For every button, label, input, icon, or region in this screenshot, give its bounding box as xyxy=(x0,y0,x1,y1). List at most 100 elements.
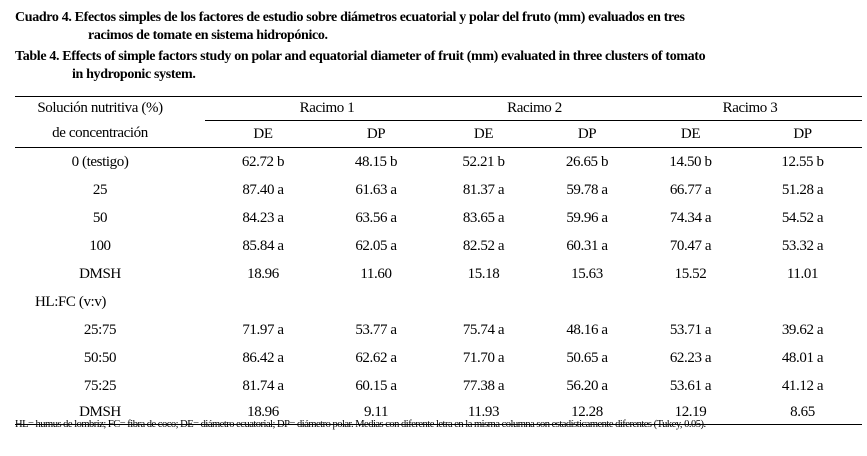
table-cell: 53.77 a xyxy=(355,321,397,338)
table-cell: 11.01 xyxy=(786,265,819,282)
table-cell: 53.32 a xyxy=(781,237,824,254)
table-cell: 59.78 a xyxy=(566,181,608,198)
table-cell xyxy=(743,288,862,316)
table-cell: 39.62 a xyxy=(781,321,824,338)
row-label: DMSH xyxy=(15,400,205,425)
caption-en-line1: Table 4. Effects of simple factors study… xyxy=(15,49,706,64)
table-cell: 15.52 xyxy=(674,265,707,282)
subcol-header: DP xyxy=(321,120,431,148)
table-cell: 15.18 xyxy=(467,265,500,282)
subcol-header: DE xyxy=(431,120,536,148)
table-cell: 8.65 xyxy=(743,400,862,425)
caption-es-line1: Cuadro 4. Efectos simples de los factore… xyxy=(15,10,685,25)
table-cell: 62.72 b xyxy=(241,153,285,170)
section-row: HL:FC (v:v) xyxy=(15,288,862,316)
table-cell: 59.96 a xyxy=(566,209,608,226)
table-cell: 41.12 a xyxy=(781,377,824,394)
row-label: 25:75 xyxy=(83,321,117,338)
table-cell: 82.52 a xyxy=(462,237,505,254)
table-body: 0 (testigo) 62.72 b 48.15 b 52.21 b 26.65 b 1… xyxy=(15,148,862,425)
table-cell: 86.42 a xyxy=(242,349,284,366)
table-cell: 12.55 b xyxy=(781,153,824,170)
row-label: 25 xyxy=(92,181,108,198)
group-header-racimo-2: Racimo 2 xyxy=(431,96,638,121)
table-cell: 85.84 a xyxy=(242,237,284,254)
table-cell: 83.65 a xyxy=(462,209,505,226)
subcol-header: DP xyxy=(536,120,638,148)
row-label: 75:25 xyxy=(83,377,117,394)
table-cell: 48.15 b xyxy=(354,153,398,170)
table-cell: 62.23 a xyxy=(669,349,712,366)
table-cell: 77.38 a xyxy=(462,377,505,394)
table-cell: 70.47 a xyxy=(669,237,712,254)
table-cell xyxy=(321,288,431,316)
table-cell: 75.74 a xyxy=(462,321,505,338)
caption-en-line2: in hydroponic system. xyxy=(72,67,196,82)
table-cell xyxy=(431,288,536,316)
row-label: 100 xyxy=(89,237,111,254)
row-label: 50:50 xyxy=(83,349,117,366)
table-row: 25:75 71.97 a 53.77 a 75.74 a 48.16 a 53.71 a… xyxy=(15,316,862,344)
table-footnote: HL= humus de lombriz; FC= fibra de coco;… xyxy=(15,419,706,430)
table-row: DMSH 18.96 11.60 15.18 15.63 15.52 11.01 xyxy=(15,260,862,288)
row-label: 0 (testigo) xyxy=(71,153,129,170)
table-cell: 81.37 a xyxy=(462,181,505,198)
row-label: DMSH xyxy=(79,265,121,282)
table-row: 25 87.40 a 61.63 a 81.37 a 59.78 a 66.77 a 51.… xyxy=(15,176,862,204)
table-cell xyxy=(536,288,638,316)
table-cell: 53.61 a xyxy=(669,377,712,394)
table-cell: 60.15 a xyxy=(355,377,397,394)
table-cell: 54.52 a xyxy=(781,209,824,226)
table-cell: 60.31 a xyxy=(566,237,608,254)
row-label: HL:FC (v:v) xyxy=(35,293,107,310)
group-header-racimo-1: Racimo 1 xyxy=(205,96,431,121)
subcol-header: DE xyxy=(205,120,321,148)
table-cell: 62.05 a xyxy=(355,237,397,254)
table-cell: 48.01 a xyxy=(781,349,824,366)
table-cell: 56.20 a xyxy=(566,377,608,394)
table-cell xyxy=(205,288,321,316)
row-label: 50 xyxy=(92,209,108,226)
table-row: 75:25 81.74 a 60.15 a 77.38 a 56.20 a 53.61 a… xyxy=(15,372,862,400)
factor-header-line1: Solución nutritiva (%) xyxy=(15,96,205,121)
table-cell: 62.62 a xyxy=(355,349,397,366)
table-cell: 63.56 a xyxy=(355,209,397,226)
table-cell: 81.74 a xyxy=(242,377,284,394)
table-cell: 53.71 a xyxy=(669,321,712,338)
table-row: 50 84.23 a 63.56 a 83.65 a 59.96 a 74.34 a 54.… xyxy=(15,204,862,232)
table-cell: 12.28 xyxy=(536,400,638,425)
table-cell: 18.96 xyxy=(247,265,279,282)
table-cell: 11.93 xyxy=(431,400,536,425)
factor-header-line2: de concentración xyxy=(15,120,205,148)
table-cell: 18.96 xyxy=(205,400,321,425)
subcol-header: DE xyxy=(638,120,743,148)
table-cell: 52.21 b xyxy=(462,153,505,170)
table-cell: 9.11 xyxy=(321,400,431,425)
table-row: 100 85.84 a 62.05 a 82.52 a 60.31 a 70.47 a 53… xyxy=(15,232,862,260)
table-cell: 12.19 xyxy=(638,400,743,425)
table-cell: 84.23 a xyxy=(242,209,284,226)
group-header-racimo-3: Racimo 3 xyxy=(638,96,862,121)
table-cell: 61.63 a xyxy=(355,181,397,198)
subcol-header: DP xyxy=(743,120,862,148)
table-cell: 48.16 a xyxy=(566,321,608,338)
caption-es-line2: racimos de tomate en sistema hidropónico… xyxy=(88,28,328,43)
caption-english: Table 4. Effects of simple factors study… xyxy=(15,48,706,84)
table-cell: 15.63 xyxy=(571,265,603,282)
caption-spanish: Cuadro 4. Efectos simples de los factore… xyxy=(15,9,685,45)
table-row: 50:50 86.42 a 62.62 a 71.70 a 50.65 a 62.23 a… xyxy=(15,344,862,372)
table-cell: 14.50 b xyxy=(669,153,712,170)
table-cell: 87.40 a xyxy=(242,181,284,198)
table-cell: 66.77 a xyxy=(669,181,712,198)
table-cell: 71.70 a xyxy=(462,349,505,366)
table-cell: 50.65 a xyxy=(566,349,608,366)
table-cell: 74.34 a xyxy=(669,209,712,226)
table-cell xyxy=(638,288,743,316)
table-cell: 11.60 xyxy=(360,265,392,282)
table-cell: 71.97 a xyxy=(242,321,284,338)
table-row: DMSH 18.96 9.11 11.93 12.28 12.19 8.65 xyxy=(15,400,862,425)
table-cell: 51.28 a xyxy=(781,181,824,198)
table-row: 0 (testigo) 62.72 b 48.15 b 52.21 b 26.65 b 1… xyxy=(15,148,862,177)
results-table: Solución nutritiva (%) Racimo 1 Racimo 2… xyxy=(15,96,862,425)
table-cell: 26.65 b xyxy=(565,153,609,170)
